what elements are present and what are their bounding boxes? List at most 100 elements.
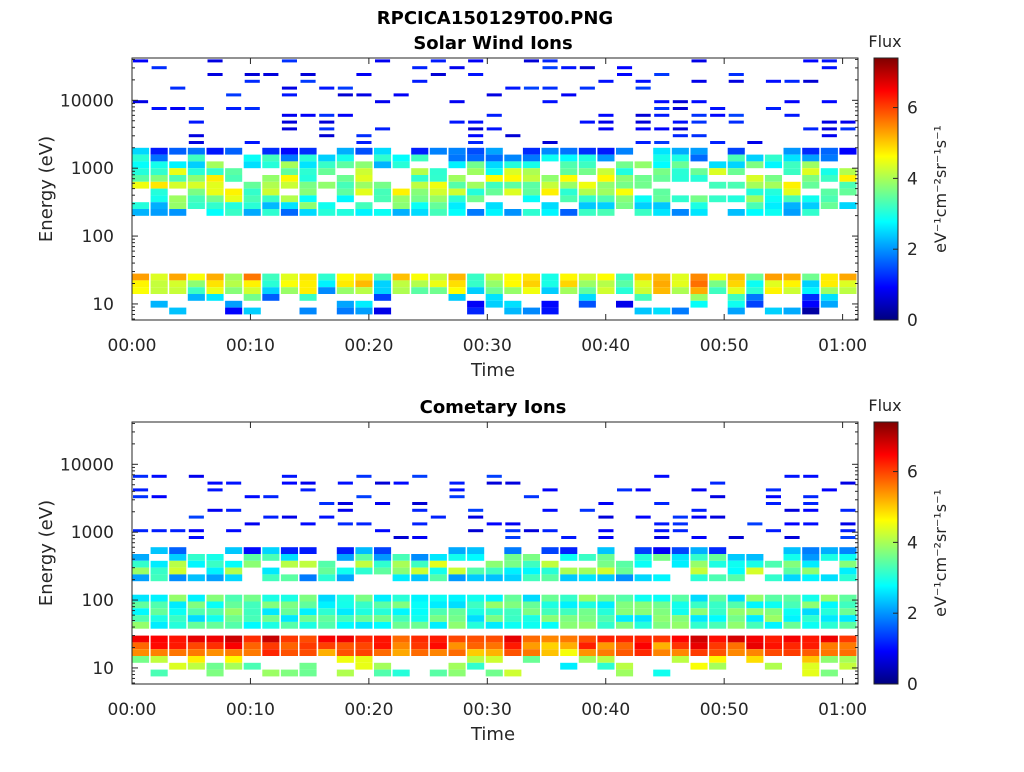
flux-cell [802, 280, 820, 288]
flux-cell [392, 195, 410, 203]
flux-cell [187, 601, 205, 609]
flux-cell [820, 649, 838, 656]
flux-cell [560, 195, 578, 203]
flux-cell [597, 635, 615, 643]
flux-cell [150, 209, 168, 216]
flux-cell [653, 608, 671, 616]
flux-cell [783, 195, 801, 203]
flux-cell [187, 175, 205, 182]
flux-cell [727, 621, 745, 629]
flux-cell [280, 209, 298, 216]
flux-cell [300, 481, 316, 485]
cometary-ions-panel: 10 100 1000 10000 00:00 00:10 00:20 00:30 00:40 0… [36, 396, 950, 745]
flux-cell [429, 175, 447, 182]
flux-cell [802, 300, 820, 308]
flux-cell [187, 594, 205, 602]
flux-cell [374, 649, 392, 656]
flux-cell [691, 515, 707, 519]
flux-cell [505, 529, 521, 533]
flux-cell [187, 188, 205, 196]
flux-cell [318, 202, 336, 209]
flux-cell [802, 554, 820, 561]
flux-cell [635, 113, 651, 117]
flux-cell [262, 154, 280, 162]
flux-cell [727, 300, 745, 308]
flux-cell [187, 147, 205, 155]
flux-cell [522, 195, 540, 203]
flux-cell [412, 508, 428, 512]
flux-cell [299, 642, 317, 650]
flux-cell [429, 188, 447, 196]
flux-cell [691, 79, 707, 83]
flux-cell [318, 280, 336, 288]
flux-cell [280, 649, 298, 656]
flux-cell [634, 642, 652, 650]
flux-cell [374, 273, 392, 281]
flux-cell [225, 547, 243, 554]
flux-cell [764, 287, 782, 294]
flux-cell [169, 574, 187, 582]
flux-cell [468, 59, 484, 63]
flux-cell [654, 141, 670, 144]
flux-cell [578, 294, 596, 301]
flux-cell [374, 287, 392, 294]
flux-cell [616, 649, 634, 656]
flux-cell [374, 181, 392, 189]
flux-cell [690, 574, 708, 582]
flux-cell [449, 66, 465, 70]
flux-cell [654, 502, 670, 505]
x-tick-label: 00:30 [463, 336, 512, 356]
flux-cell [690, 621, 708, 629]
flux-cell [578, 280, 596, 288]
flux-cell [244, 79, 260, 83]
flux-cell [654, 107, 670, 110]
flux-cell [393, 536, 409, 539]
flux-cell [522, 188, 540, 196]
flux-cell [150, 280, 168, 288]
flux-cell [840, 529, 856, 533]
flux-cell [560, 601, 578, 609]
flux-cell [839, 649, 857, 656]
flux-cell [616, 621, 634, 629]
flux-cell [318, 567, 336, 575]
flux-cell [280, 621, 298, 629]
flux-cell [262, 574, 280, 582]
flux-cell [523, 529, 539, 533]
flux-cell [672, 522, 688, 526]
solar-wind-panel: 10 100 1000 10000 00:00 00:10 00:20 00:30 00:40 0… [36, 32, 950, 381]
flux-cell [411, 147, 429, 155]
flux-cell [728, 120, 744, 124]
flux-cell [578, 642, 596, 650]
flux-cell [243, 209, 261, 216]
x-tick-label: 00:20 [344, 700, 393, 720]
flux-cell [187, 273, 205, 281]
flux-cell [356, 93, 372, 97]
flux-cell [243, 642, 261, 650]
flux-cell [764, 273, 782, 281]
flux-cell [690, 662, 708, 670]
flux-cell [206, 188, 224, 196]
flux-cell [299, 635, 317, 643]
flux-cell [783, 594, 801, 602]
flux-cell [727, 154, 745, 162]
flux-cell [187, 181, 205, 189]
flux-cell [355, 181, 373, 189]
flux-cell [467, 615, 485, 622]
flux-cell [802, 307, 820, 315]
flux-cell [802, 656, 820, 663]
flux-cell [206, 594, 224, 602]
flux-cell [448, 649, 466, 656]
flux-cell [318, 209, 336, 216]
flux-cell [336, 656, 354, 663]
flux-cell [671, 594, 689, 602]
flux-cell [262, 621, 280, 629]
flux-cell [299, 202, 317, 209]
flux-cell [206, 649, 224, 656]
flux-cell [151, 66, 167, 70]
flux-cell [504, 574, 522, 582]
flux-cell [821, 120, 837, 124]
flux-cell [132, 147, 150, 155]
flux-cell [653, 594, 671, 602]
x-tick-label: 00:20 [344, 336, 393, 356]
flux-cell [187, 154, 205, 162]
